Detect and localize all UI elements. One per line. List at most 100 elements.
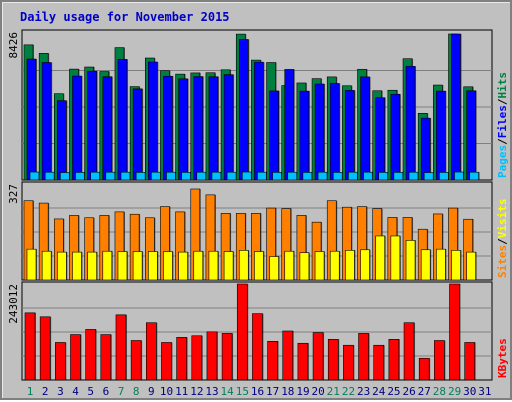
bar-files-day-23 (360, 76, 370, 181)
bar-pages-day-10 (166, 171, 176, 181)
x-tick-label: 26 (402, 385, 415, 398)
bar-pages-day-29 (454, 171, 464, 181)
x-tick-label: 31 (478, 385, 491, 398)
bar-files-day-20 (314, 83, 325, 181)
bar-files-day-25 (390, 93, 401, 181)
bar-sites-day-28 (436, 248, 446, 281)
bar-kbytes-day-22 (343, 344, 354, 381)
bar-files-day-9 (147, 61, 158, 181)
bar-kbytes-day-14 (221, 333, 233, 381)
bar-sites-day-3 (57, 251, 67, 281)
bar-kbytes-day-3 (55, 342, 66, 381)
x-tick-label: 25 (387, 385, 400, 398)
bar-files-day-3 (57, 100, 67, 181)
x-tick-label: 29 (448, 385, 461, 398)
bar-pages-day-3 (60, 172, 70, 181)
bar-files-day-13 (208, 76, 219, 181)
bar-kbytes-day-20 (312, 332, 324, 381)
bar-pages-day-19 (302, 172, 313, 181)
bar-sites-day-10 (163, 251, 173, 281)
scale-label-hits-files-pages: 8426 (7, 32, 20, 59)
bar-pages-day-6 (105, 171, 116, 181)
legend-entry: / (496, 138, 509, 145)
bar-files-day-28 (436, 90, 446, 181)
bar-sites-day-20 (314, 251, 325, 281)
x-tick-label: 9 (148, 385, 155, 398)
bar-kbytes-day-30 (464, 342, 475, 381)
bar-sites-day-26 (405, 240, 416, 281)
bar-sites-day-13 (208, 250, 219, 281)
legend-entry: / (496, 98, 509, 105)
bar-sites-day-25 (390, 235, 401, 281)
chart-title: Daily usage for November 2015 (20, 10, 230, 24)
bar-pages-day-17 (272, 172, 282, 181)
x-tick-label: 17 (266, 385, 279, 398)
bar-kbytes-day-18 (282, 330, 294, 381)
bar-kbytes-day-28 (434, 340, 445, 381)
bar-files-day-11 (178, 78, 188, 181)
x-tick-label: 24 (372, 385, 386, 398)
bar-sites-day-17 (269, 256, 279, 281)
bar-files-day-16 (254, 61, 264, 181)
bar-kbytes-day-6 (100, 334, 112, 381)
x-tick-label: 8 (133, 385, 140, 398)
bar-pages-day-9 (150, 171, 161, 181)
x-tick-label: 15 (236, 385, 249, 398)
legend-visits-sites: Sites/Visits (496, 199, 509, 279)
bar-pages-day-4 (75, 172, 85, 181)
legend-kbytes: KBytes (496, 338, 509, 378)
bar-kbytes-day-13 (206, 331, 218, 381)
x-tick-label: 19 (296, 385, 309, 398)
bar-pages-day-1 (29, 171, 40, 181)
x-tick-label: 27 (418, 385, 431, 398)
x-tick-label: 5 (87, 385, 94, 398)
bar-kbytes-day-10 (161, 342, 172, 381)
x-tick-label: 30 (463, 385, 476, 398)
bar-kbytes-day-2 (39, 316, 51, 381)
legend-entry: Pages (496, 145, 509, 178)
bar-sites-day-1 (26, 248, 37, 281)
bar-kbytes-day-17 (267, 340, 278, 381)
x-tick-label: 28 (433, 385, 446, 398)
scale-label-kbytes: 243012 (7, 284, 20, 324)
bar-kbytes-day-1 (24, 312, 36, 381)
bar-kbytes-day-23 (358, 333, 369, 381)
bar-kbytes-day-19 (297, 342, 309, 381)
legend-entry: Files (496, 105, 509, 138)
bar-pages-day-7 (120, 171, 131, 181)
bar-pages-day-13 (211, 171, 222, 181)
x-tick-label: 23 (357, 385, 370, 398)
bar-sites-day-22 (345, 250, 355, 281)
bar-sites-day-27 (420, 249, 431, 281)
legend-entry: KBytes (496, 338, 509, 378)
bar-files-day-1 (26, 58, 37, 181)
bar-pages-day-2 (44, 171, 55, 181)
bar-kbytes-day-5 (85, 329, 96, 381)
bar-sites-day-21 (329, 250, 340, 281)
bar-files-day-10 (163, 75, 173, 181)
bar-files-day-24 (375, 97, 386, 181)
bar-sites-day-16 (254, 251, 264, 281)
bar-sites-day-4 (72, 251, 82, 281)
bar-files-day-5 (87, 70, 97, 181)
bar-pages-day-26 (408, 171, 419, 181)
scale-label-visits-sites: 327 (7, 184, 20, 204)
bar-sites-day-7 (117, 251, 128, 281)
bar-files-day-12 (193, 76, 204, 181)
bar-kbytes-day-21 (327, 339, 339, 381)
x-tick-label: 13 (205, 385, 218, 398)
bar-sites-day-30 (466, 251, 476, 281)
bar-files-day-22 (345, 90, 355, 181)
bar-files-day-21 (329, 83, 340, 181)
x-tick-label: 10 (160, 385, 173, 398)
bar-kbytes-day-24 (373, 344, 385, 381)
bar-pages-day-23 (363, 171, 373, 181)
bar-files-day-2 (41, 62, 52, 181)
bar-pages-day-22 (348, 171, 358, 181)
bar-files-day-4 (72, 75, 82, 181)
bar-kbytes-day-11 (176, 337, 187, 381)
x-tick-label: 16 (251, 385, 264, 398)
bar-pages-day-21 (332, 172, 343, 181)
bar-kbytes-day-16 (252, 313, 263, 381)
